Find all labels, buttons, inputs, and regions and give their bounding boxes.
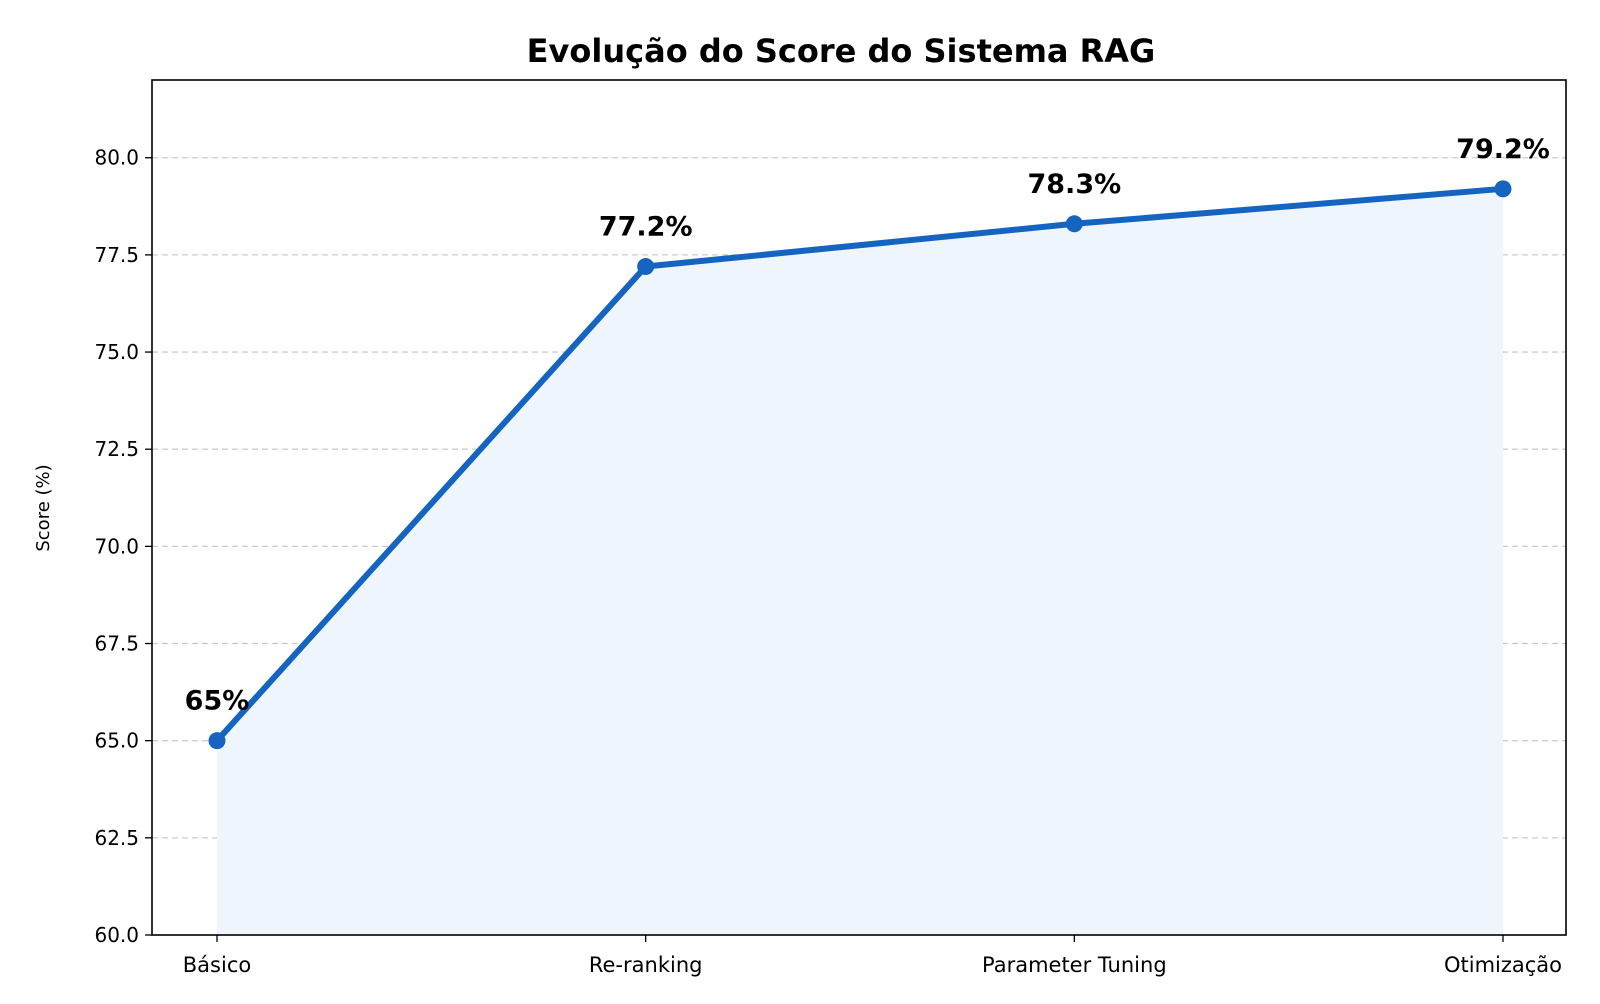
y-tick-label: 77.5 [94, 243, 139, 267]
y-axis-label: Score (%) [33, 464, 54, 551]
x-tick-label: Otimização [1444, 953, 1562, 977]
x-ticks: Básico Re-ranking Parameter Tuning Otimizaç… [183, 935, 1562, 977]
y-tick-label: 60.0 [94, 923, 139, 947]
data-labels: 65% 77.2% 78.3% 79.2% [185, 134, 1550, 717]
y-tick-label: 65.0 [94, 729, 139, 753]
series-line [214, 185, 1506, 744]
y-tick-label: 62.5 [94, 826, 139, 850]
axes [151, 79, 1567, 936]
chart-title: Evolução do Score do Sistema RAG [527, 32, 1156, 70]
data-label: 77.2% [599, 212, 693, 243]
y-tick-label: 75.0 [94, 340, 139, 364]
y-tick-label: 70.0 [94, 534, 139, 558]
y-tick-label: 67.5 [94, 632, 139, 656]
area-fill [217, 188, 1503, 935]
plot-frame [151, 79, 1567, 936]
data-point [1494, 180, 1512, 198]
x-tick-label: Re-ranking [589, 953, 703, 977]
x-tick-label: Parameter Tuning [982, 953, 1167, 977]
data-label: 65% [185, 686, 250, 717]
data-point [637, 258, 655, 276]
data-label: 78.3% [1027, 169, 1121, 200]
series-line-layer [214, 185, 1506, 744]
area-fill-layer [217, 188, 1503, 935]
x-tick-label: Básico [183, 953, 251, 977]
data-point [208, 732, 226, 750]
y-tick-label: 80.0 [94, 146, 139, 170]
y-ticks: 60.0 62.5 65.0 67.5 70.0 72.5 75.0 77.5 80.0 [94, 146, 152, 947]
data-label: 79.2% [1456, 134, 1550, 165]
data-points [208, 180, 1512, 750]
data-point [1065, 215, 1083, 233]
y-tick-label: 72.5 [94, 437, 139, 461]
